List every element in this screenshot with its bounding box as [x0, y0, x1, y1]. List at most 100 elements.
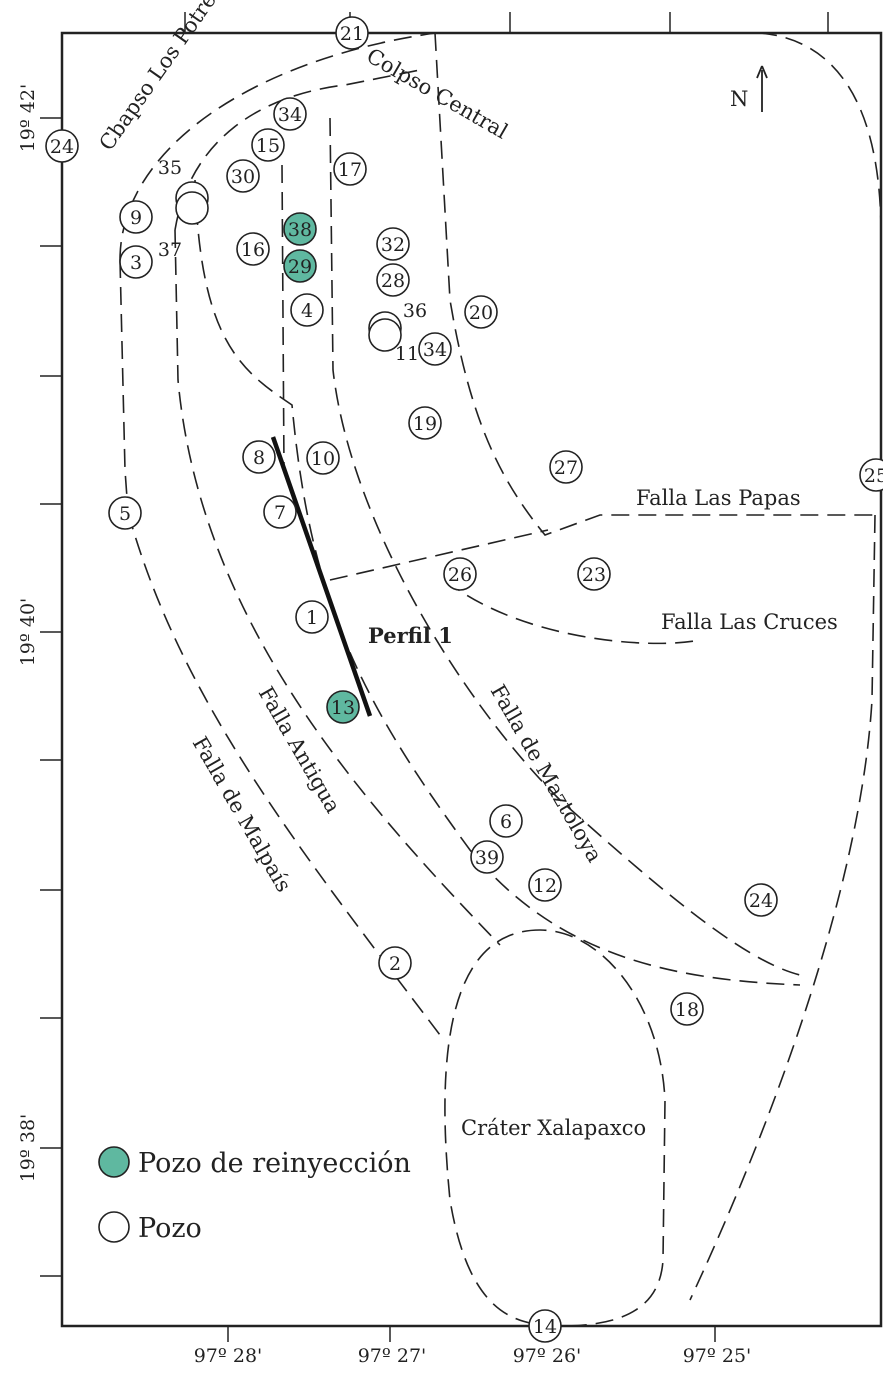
profile-label: Perfil 1	[368, 623, 453, 648]
well-label: 9	[130, 207, 142, 229]
well-label: 35	[158, 157, 182, 179]
well-circle	[489, 804, 523, 838]
well-label: 36	[403, 300, 427, 322]
well-circle	[670, 992, 704, 1026]
well-circle	[418, 332, 452, 366]
x-tick-label: 97º 27'	[358, 1345, 427, 1367]
well-circle	[335, 16, 369, 50]
well-marker: 36	[368, 300, 427, 352]
well-marker: 25	[859, 458, 883, 492]
legend-reinjection-symbol	[98, 1146, 130, 1178]
well-label: 34	[423, 339, 447, 361]
well-circle	[251, 128, 285, 162]
y-tick-label: 19º 42'	[17, 84, 39, 153]
well-circle	[470, 840, 504, 874]
well-circle	[376, 227, 410, 261]
well-marker: 20	[464, 295, 498, 329]
well-circle	[549, 450, 583, 484]
x-tick-label: 97º 25'	[683, 1345, 752, 1367]
well-circle	[236, 232, 270, 266]
well-label: 1	[306, 607, 318, 629]
well-marker: 34	[273, 97, 307, 131]
well-marker: 28	[376, 263, 410, 297]
well-label: 12	[533, 875, 557, 897]
well-circle	[263, 495, 297, 529]
north-label: N	[730, 87, 748, 111]
well-marker: 9	[119, 200, 153, 234]
well-circle	[464, 295, 498, 329]
well-label: 27	[554, 457, 578, 479]
legend-pozo-symbol	[98, 1211, 130, 1243]
well-circle	[859, 458, 883, 492]
legend: Pozo de reinyección Pozo	[98, 1146, 411, 1244]
x-tick-label: 97º 26'	[513, 1345, 582, 1367]
structure-label: Cbapso Los Potreros	[94, 0, 240, 155]
well-circle	[242, 440, 276, 474]
well-marker: 16	[236, 232, 270, 266]
well-circle	[443, 557, 477, 591]
well-marker: 12	[528, 868, 562, 902]
well-marker: 3	[119, 245, 153, 279]
well-circle	[368, 318, 402, 352]
well-circle	[119, 245, 153, 279]
well-label: 30	[231, 166, 255, 188]
well-marker: 18	[670, 992, 704, 1026]
well-label: 17	[338, 159, 362, 181]
well-label: 32	[381, 234, 405, 256]
well-marker: 10	[306, 441, 340, 475]
well-marker: 37	[158, 191, 209, 261]
well-label: 18	[675, 999, 699, 1021]
well-circle	[108, 496, 142, 530]
well-label: 4	[301, 300, 313, 322]
well-label: 16	[241, 239, 265, 261]
well-label: 2	[389, 953, 401, 975]
well-circle	[273, 97, 307, 131]
structure-label: Falla Las Papas	[636, 486, 801, 510]
well-circle	[528, 1309, 562, 1343]
well-circle	[119, 200, 153, 234]
well-marker: 17	[333, 152, 367, 186]
well-circle	[295, 600, 329, 634]
well-marker: 14	[528, 1309, 562, 1343]
well-marker: 29	[283, 249, 317, 283]
well-label: 21	[340, 23, 364, 45]
well-label: 15	[256, 135, 280, 157]
well-label: 14	[533, 1316, 557, 1338]
legend-pozo-label: Pozo	[138, 1213, 202, 1244]
well-marker: 30	[226, 159, 260, 193]
well-label: 19	[413, 413, 437, 435]
well-marker: 21	[335, 16, 369, 50]
well-marker: 39	[470, 840, 504, 874]
profile-line	[270, 436, 373, 717]
well-label: 20	[469, 302, 493, 324]
well-label: 26	[448, 564, 472, 586]
well-label: 13	[331, 697, 355, 719]
well-marker: 2	[378, 946, 412, 980]
well-marker: 38	[283, 212, 317, 246]
well-marker: 1	[295, 600, 329, 634]
well-circle	[333, 152, 367, 186]
well-label: 38	[288, 219, 312, 241]
well-circle	[226, 159, 260, 193]
well-marker: 13	[326, 690, 360, 724]
well-label: 29	[288, 256, 312, 278]
well-label: 6	[500, 811, 512, 833]
well-marker: 27	[549, 450, 583, 484]
well-marker: 34	[418, 332, 452, 366]
well-circle	[378, 946, 412, 980]
structure-label: Falla de Maztoloya	[486, 681, 607, 867]
structure-label: Colpso Central	[363, 44, 513, 144]
reinjection-well-circle	[326, 690, 360, 724]
well-circle	[744, 883, 778, 917]
well-circle	[577, 557, 611, 591]
well-label: 10	[311, 448, 335, 470]
well-label: 34	[278, 104, 302, 126]
well-label: 5	[119, 503, 131, 525]
well-marker: 32	[376, 227, 410, 261]
reinjection-well-circle	[283, 212, 317, 246]
well-marker: 15	[251, 128, 285, 162]
crater-label: Cráter Xalapaxco	[461, 1116, 646, 1140]
legend-reinjection-label: Pozo de reinyección	[138, 1148, 411, 1179]
well-label: 39	[475, 847, 499, 869]
